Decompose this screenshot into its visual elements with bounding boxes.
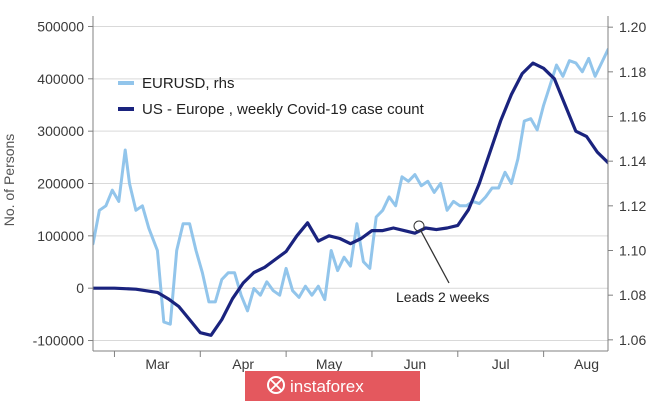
watermark: instaforex [245, 371, 420, 401]
legend-label-eurusd: EURUSD, rhs [142, 75, 235, 92]
legend-label-covid: US - Europe , weekly Covid-19 case count [142, 101, 425, 118]
y2-tick-label-0: 1.20 [619, 19, 646, 35]
series-lines [93, 48, 608, 337]
x-tick-label-may: May [316, 356, 342, 372]
y-tick-label-2: 300000 [37, 123, 84, 139]
y-axis-title: No. of Persons [1, 134, 17, 227]
x-tick-label-mar: Mar [145, 356, 169, 372]
annotation-leads-2-weeks: Leads 2 weeks [396, 220, 489, 305]
watermark-text: instaforex [290, 377, 364, 396]
y2-tick-label-3: 1.14 [619, 153, 646, 169]
axes: 500000 400000 300000 200000 100000 0 -100000 1.… [33, 16, 646, 372]
y2-tick-label-7: 1.06 [619, 332, 646, 348]
y-tick-label-1: 400000 [37, 71, 84, 87]
annotation-label: Leads 2 weeks [396, 289, 489, 305]
y-tick-label-5: 0 [76, 280, 84, 296]
series-line-covid-count [93, 61, 608, 337]
x-tick-label-jul: Jul [492, 356, 510, 372]
y2-tick-label-5: 1.10 [619, 243, 646, 259]
y2-tick-label-4: 1.12 [619, 198, 646, 214]
y2-tick-label-1: 1.18 [619, 64, 646, 80]
x-tick-label-aug: Aug [574, 356, 599, 372]
annotation-marker [413, 220, 425, 232]
grid-lines [93, 25, 608, 342]
x-tick-label-apr: Apr [232, 356, 254, 372]
watermark-logo-icon [267, 376, 285, 394]
series-line-eurusd [93, 48, 608, 326]
annotation-arrow [420, 230, 450, 284]
x-tick-label-jun: Jun [404, 356, 427, 372]
legend: EURUSD, rhs US - Europe , weekly Covid-1… [118, 75, 425, 118]
y-tick-label-6: -100000 [33, 333, 85, 349]
y-tick-label-4: 100000 [37, 228, 84, 244]
y-tick-label-0: 500000 [37, 18, 84, 34]
y-tick-label-3: 200000 [37, 176, 84, 192]
y2-tick-label-2: 1.16 [619, 109, 646, 125]
y2-tick-label-6: 1.08 [619, 287, 646, 303]
